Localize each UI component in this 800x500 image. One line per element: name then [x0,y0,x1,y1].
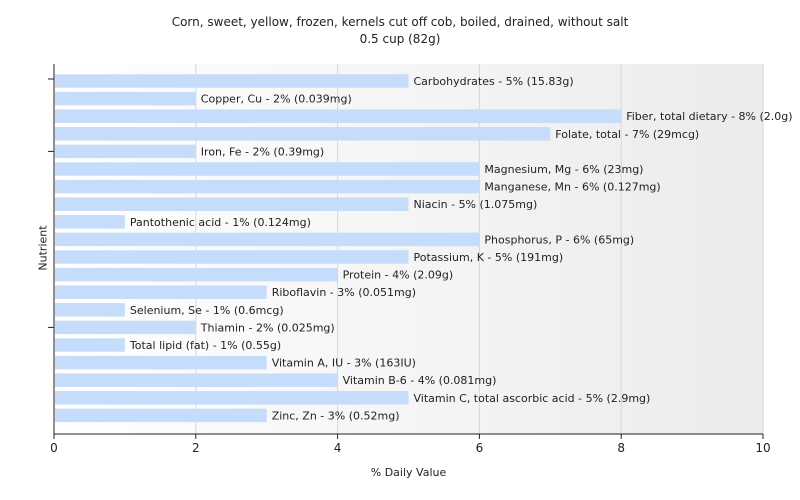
bar-label: Protein - 4% (2.09g) [343,269,454,282]
bar [55,232,480,247]
bar-label: Potassium, K - 5% (191mg) [414,251,564,264]
bar [55,391,409,405]
bar [55,373,338,387]
bar [55,74,409,88]
bar-label: Iron, Fe - 2% (0.39mg) [201,145,324,158]
bar-label: Magnesium, Mg - 6% (23mg) [484,163,643,176]
bar [55,267,338,282]
chart-subtitle: 0.5 cup (82g) [359,32,441,46]
bar-label: Manganese, Mn - 6% (0.127mg) [484,181,660,194]
bar [55,162,480,176]
bar [55,144,196,159]
bar [55,127,551,141]
x-axis-label: % Daily Value [370,466,447,479]
bar-label: Riboflavin - 3% (0.051mg) [272,286,416,299]
bar-label: Niacin - 5% (1.075mg) [414,198,538,211]
bar [55,408,267,423]
bar-label: Phosphorus, P - 6% (65mg) [484,233,634,246]
bar-label: Fiber, total dietary - 8% (2.0g) [626,110,792,123]
bar [55,197,409,211]
bar-label: Vitamin A, IU - 3% (163IU) [272,357,416,370]
bar [55,215,125,229]
bar-label: Zinc, Zn - 3% (0.52mg) [272,409,400,422]
bar [55,338,125,352]
x-tick-label: 0 [50,441,58,455]
bar-label: Vitamin B-6 - 4% (0.081mg) [343,374,497,387]
bar-label: Selenium, Se - 1% (0.6mcg) [130,304,284,317]
plot-area [54,64,763,434]
bar [55,91,196,106]
bar [55,320,196,335]
bar [55,303,125,317]
bar-label: Thiamin - 2% (0.025mg) [200,321,335,334]
bar-label: Vitamin C, total ascorbic acid - 5% (2.9… [414,392,651,405]
bar-label: Total lipid (fat) - 1% (0.55g) [129,339,281,352]
y-axis-label: Nutrient [36,225,50,271]
bar-label: Copper, Cu - 2% (0.039mg) [201,93,352,106]
x-tick-label: 4 [334,441,342,455]
bar [55,250,409,264]
bar-label: Folate, total - 7% (29mcg) [555,128,699,141]
x-tick-label: 10 [755,441,770,455]
bar [55,355,267,370]
x-tick-label: 8 [617,441,625,455]
x-tick-label: 6 [476,441,484,455]
bar-label: Pantothenic acid - 1% (0.124mg) [130,216,311,229]
bar [55,109,622,123]
chart-title: Corn, sweet, yellow, frozen, kernels cut… [171,15,629,29]
x-tick-label: 2 [192,441,200,455]
bar-label: Carbohydrates - 5% (15.83g) [414,75,574,88]
bar [55,179,480,194]
bar [55,285,267,299]
